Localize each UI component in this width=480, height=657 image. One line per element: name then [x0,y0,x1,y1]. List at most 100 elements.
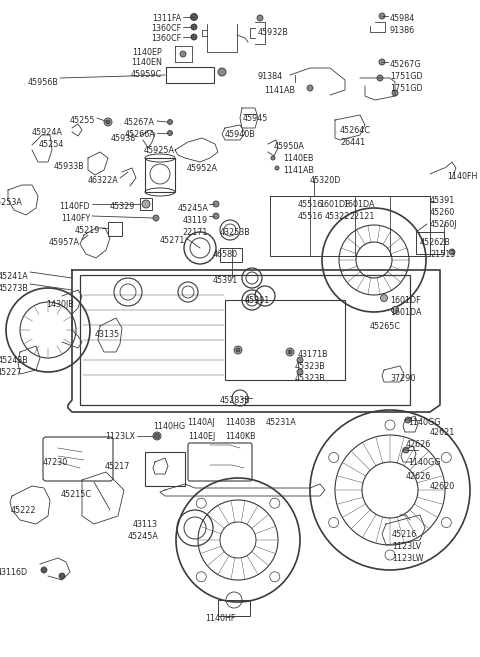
Text: 45255: 45255 [70,116,95,125]
Text: 45924A: 45924A [31,128,62,137]
Text: 1601DF: 1601DF [319,200,350,209]
Text: 1140KB: 1140KB [226,432,256,441]
Text: 1141AB: 1141AB [283,166,314,175]
Text: 45264C: 45264C [340,126,371,135]
Text: 45956B: 45956B [27,78,58,87]
Text: 91386: 91386 [390,26,415,35]
Text: 45273B: 45273B [0,284,28,293]
Text: 45266A: 45266A [124,130,155,139]
Text: 1140EJ: 1140EJ [188,432,215,441]
Text: 91384: 91384 [258,72,283,81]
Circle shape [153,432,161,440]
Text: 45516: 45516 [298,200,323,209]
Text: 42626: 42626 [406,440,431,449]
Bar [108,222,122,236]
Text: 45940B: 45940B [225,130,256,139]
Text: 1140EN: 1140EN [131,58,162,67]
Circle shape [449,249,455,255]
Bar [218,600,250,616]
Text: 1140AJ: 1140AJ [187,418,215,427]
Bar [225,300,345,380]
Text: 1601DF: 1601DF [390,296,420,305]
Circle shape [377,75,383,81]
Circle shape [213,201,219,207]
Text: 1140EP: 1140EP [132,48,162,57]
Text: 45320D: 45320D [310,176,341,185]
Text: 42620: 42620 [430,482,455,491]
Circle shape [191,14,197,20]
Text: 1140HG: 1140HG [153,422,185,431]
Text: 43135: 43135 [95,330,120,339]
Circle shape [180,51,186,57]
Text: 45222: 45222 [11,506,36,515]
Text: 45260J: 45260J [430,220,457,229]
Circle shape [257,15,263,21]
Circle shape [403,447,409,453]
Circle shape [379,13,385,19]
Text: 45254: 45254 [38,140,64,149]
Text: 45950A: 45950A [274,142,305,151]
Text: 1140EB: 1140EB [283,154,313,163]
Text: 1123LX: 1123LX [105,432,135,441]
Text: 43253B: 43253B [220,228,251,237]
Circle shape [392,90,398,96]
Text: 45323B: 45323B [295,374,326,383]
Circle shape [405,417,411,423]
Circle shape [168,131,172,135]
Text: 45227: 45227 [0,368,22,377]
Text: 21513: 21513 [430,250,455,259]
Circle shape [275,166,279,170]
Text: 45516: 45516 [298,212,323,221]
Text: 45322: 45322 [324,212,350,221]
Text: 1601DA: 1601DA [344,200,375,209]
Text: 45952A: 45952A [187,164,218,173]
Circle shape [213,213,219,219]
Text: 1140FY: 1140FY [61,214,90,223]
Text: 45217: 45217 [105,462,130,471]
Text: 45391: 45391 [430,196,455,205]
Circle shape [271,156,275,160]
Text: 1751GD: 1751GD [390,72,422,81]
Text: 45283B: 45283B [219,396,250,405]
Text: 45267A: 45267A [124,118,155,127]
Bar [140,198,152,210]
Text: 1123LV: 1123LV [392,542,421,551]
Bar [416,232,444,254]
Text: 45329: 45329 [109,202,135,211]
Bar [270,196,430,256]
Text: 46322A: 46322A [87,176,118,185]
Circle shape [106,120,110,124]
Text: 45271: 45271 [160,236,185,245]
Circle shape [59,573,65,579]
Circle shape [191,34,197,40]
Text: 42621: 42621 [430,428,455,437]
Circle shape [191,24,197,30]
Text: 45231A: 45231A [265,418,296,427]
Text: 45932B: 45932B [258,28,289,37]
Text: 45262B: 45262B [420,238,451,247]
Text: 1140HF: 1140HF [205,614,236,623]
Text: 45938: 45938 [111,134,136,143]
Text: 43119: 43119 [183,216,208,225]
Circle shape [288,350,292,354]
Text: 43171B: 43171B [298,350,329,359]
Text: 43113: 43113 [133,520,158,529]
Circle shape [168,120,172,124]
Text: 45957A: 45957A [49,238,80,247]
Text: 46580: 46580 [213,250,238,259]
Text: 1123LW: 1123LW [392,554,424,563]
Circle shape [236,348,240,352]
Circle shape [379,59,385,65]
Text: 45945: 45945 [243,114,268,123]
Text: 1140GG: 1140GG [408,458,441,467]
Text: 1141AB: 1141AB [264,86,295,95]
Text: 1311FA: 1311FA [152,14,181,23]
Text: 45219: 45219 [74,226,100,235]
Circle shape [381,294,387,302]
Circle shape [155,434,159,438]
Text: 37290: 37290 [390,374,415,383]
Text: 47230: 47230 [43,458,68,467]
Text: 22171: 22171 [182,228,208,237]
Text: 45323B: 45323B [295,362,326,371]
Text: 45925A: 45925A [144,146,175,155]
